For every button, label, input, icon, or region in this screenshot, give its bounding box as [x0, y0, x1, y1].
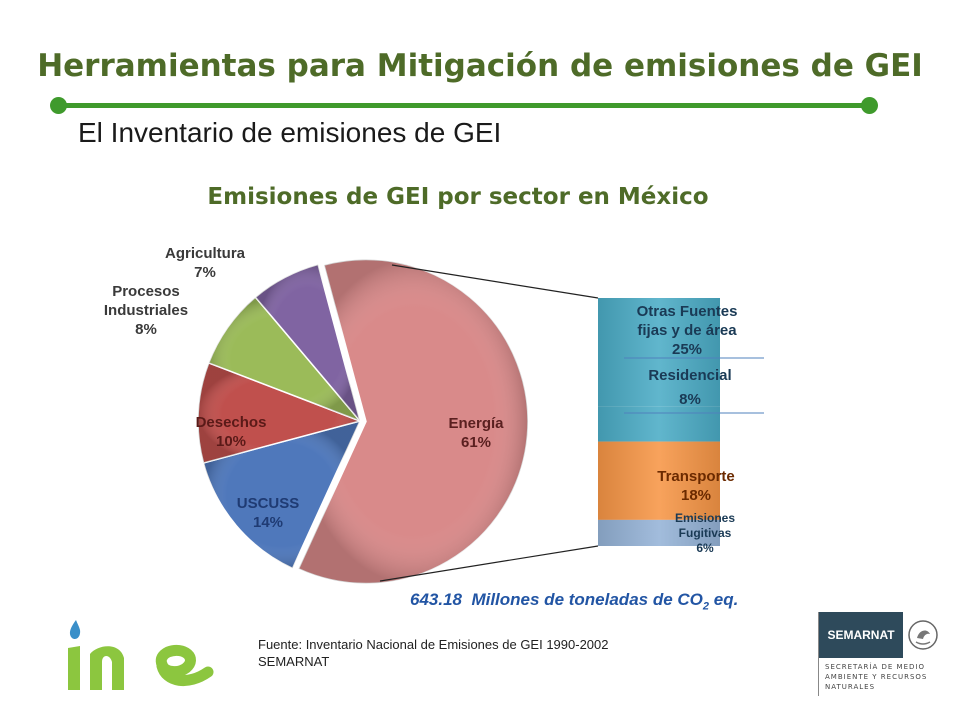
- pie-label-procesos-industriales: Procesos Industriales 8%: [104, 283, 188, 338]
- total-emissions-note: 643.18 Millones de toneladas de CO2 eq.: [410, 590, 738, 612]
- pie-label-uscuss: USCUSS 14%: [237, 495, 300, 531]
- semarnat-logo-subtitle: SECRETARÍA DE MEDIO AMBIENTE Y RECURSOS …: [825, 663, 928, 691]
- page-title: Herramientas para Mitigación de emisione…: [37, 48, 923, 84]
- ine-logo-n: [90, 646, 124, 690]
- total-unit: Millones de toneladas de CO: [471, 590, 703, 609]
- ine-logo: [68, 620, 214, 690]
- divider-dot-left: [50, 97, 67, 114]
- pie-label-agricultura: Agricultura 7%: [165, 245, 246, 281]
- source-note: Fuente: Inventario Nacional de Emisiones…: [258, 636, 609, 670]
- chart-title: Emisiones de GEI por sector en México: [207, 184, 709, 210]
- ine-logo-e: [155, 645, 214, 686]
- source-line-1: Fuente: Inventario Nacional de Emisiones…: [258, 637, 609, 652]
- total-unit-subscript: 2: [702, 600, 710, 613]
- ine-logo-i: [68, 646, 80, 690]
- source-line-2: SEMARNAT: [258, 654, 330, 669]
- pie-label-desechos: Desechos 10%: [196, 414, 267, 450]
- title-divider: [58, 103, 870, 108]
- semarnat-logo-title: SEMARNAT: [819, 612, 903, 658]
- divider-dot-right: [861, 97, 878, 114]
- pie-label-energia: Energía 61%: [448, 415, 504, 451]
- bar-shade: [598, 298, 720, 546]
- page-subtitle: El Inventario de emisiones de GEI: [78, 117, 502, 148]
- ine-logo-drop-icon: [69, 620, 81, 640]
- total-value: 643.18: [410, 590, 462, 609]
- semarnat-logo: SEMARNAT SECRETARÍA DE MEDIO AMBIENTE Y …: [818, 612, 942, 696]
- bar-label-residencial: Residencial 8%: [648, 367, 731, 408]
- bar-label-transporte: Transporte 18%: [657, 468, 735, 504]
- total-unit-suffix: eq.: [709, 590, 739, 609]
- bar-label-emisiones-fugitivas: Emisiones Fugitivas 6%: [675, 511, 735, 555]
- bar-label-otras-fuentes-fijas-y-de-area: Otras Fuentes fijas y de área 25%: [637, 303, 738, 358]
- mexico-seal-icon: [908, 620, 938, 650]
- breakdown-connector-top: [391, 264, 599, 299]
- breakdown-connector-bottom: [379, 545, 599, 582]
